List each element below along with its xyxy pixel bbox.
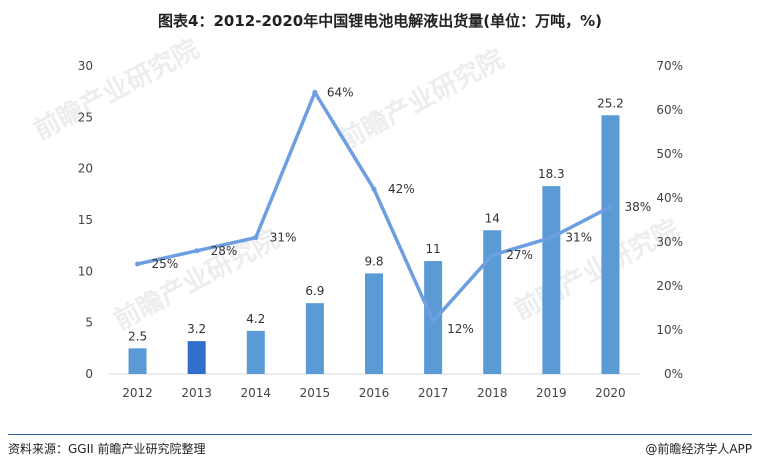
y-right-tick-label: 0% xyxy=(664,367,683,381)
brand-credit: @前瞻经济学人APP xyxy=(645,442,752,456)
labels: 2.5 3.2 4.2 6.9 9.8 11 14 18.3 25.2 25% 28% 31% 64% 4… xyxy=(128,85,651,343)
watermark-text: 前瞻产业研究院 xyxy=(509,213,684,326)
x-tick-label: 2012 xyxy=(122,386,153,400)
x-tick-label: 2016 xyxy=(359,386,390,400)
x-tick-label: 2013 xyxy=(181,386,212,400)
y-left-tick-label: 5 xyxy=(85,316,93,330)
y-right-tick-label: 10% xyxy=(656,323,683,337)
bar-value-label: 4.2 xyxy=(246,312,265,326)
x-tick-label: 2019 xyxy=(536,386,567,400)
y-right-tick-label: 70% xyxy=(656,59,683,73)
watermark-text: 前瞻产业研究院 xyxy=(29,33,204,146)
bar-value-label: 18.3 xyxy=(538,167,565,181)
x-tick-label: 2018 xyxy=(477,386,508,400)
footer: 资料来源：GGII 前瞻产业研究院整理 @前瞻经济学人APP xyxy=(8,434,752,458)
rate-point xyxy=(371,186,377,192)
rate-point xyxy=(194,248,200,254)
y-right-tick-label: 50% xyxy=(656,147,683,161)
y-left-tick-label: 25 xyxy=(78,110,93,124)
y-left-tick-label: 15 xyxy=(78,213,93,227)
bars xyxy=(128,115,620,374)
rate-point xyxy=(607,204,613,210)
rate-value-label: 31% xyxy=(565,231,592,245)
rate-line xyxy=(135,89,613,324)
bar-value-label: 14 xyxy=(485,211,500,225)
bar xyxy=(246,330,265,374)
bar-value-label: 6.9 xyxy=(305,284,324,298)
x-tick-label: 2017 xyxy=(418,386,449,400)
bar xyxy=(365,273,383,374)
bar xyxy=(187,341,206,374)
rate-point xyxy=(253,235,259,241)
y-left-tick-label: 10 xyxy=(78,264,93,278)
rate-point xyxy=(489,252,495,258)
x-tick-label: 2020 xyxy=(595,386,626,400)
rate-value-label: 31% xyxy=(270,231,297,245)
y-left-tick-label: 20 xyxy=(78,162,93,176)
bar xyxy=(483,230,502,374)
bar-value-label: 25.2 xyxy=(597,96,624,110)
rate-value-label: 42% xyxy=(388,182,415,196)
y-right-tick-label: 40% xyxy=(656,191,683,205)
rate-point xyxy=(548,235,554,241)
bar xyxy=(601,115,620,374)
rate-point xyxy=(135,261,141,267)
y-right-tick-label: 60% xyxy=(656,103,683,117)
bar-value-label: 11 xyxy=(425,242,440,256)
bar-value-label: 3.2 xyxy=(187,322,206,336)
rate-value-label: 27% xyxy=(506,248,533,262)
bar-value-label: 2.5 xyxy=(128,329,147,343)
rate-value-label: 25% xyxy=(152,257,179,271)
bar xyxy=(305,303,324,374)
bar xyxy=(542,186,561,374)
x-tick-label: 2015 xyxy=(300,386,331,400)
y-right-tick-label: 30% xyxy=(656,235,683,249)
rate-point xyxy=(430,318,436,324)
bar-value-label: 9.8 xyxy=(364,254,383,268)
rate-point xyxy=(312,89,318,95)
y-right-tick-label: 20% xyxy=(656,279,683,293)
rate-value-label: 64% xyxy=(327,85,354,99)
y-left-tick-label: 0 xyxy=(85,367,93,381)
source-note: 资料来源：GGII 前瞻产业研究院整理 xyxy=(8,442,206,456)
rate-value-label: 38% xyxy=(624,200,651,214)
rate-value-label: 28% xyxy=(211,244,238,258)
y-left-tick-label: 30 xyxy=(78,59,93,73)
rate-value-label: 12% xyxy=(447,322,474,336)
bar xyxy=(128,348,147,374)
chart-title: 图表4：2012-2020年中国锂电池电解液出货量(单位：万吨，%) xyxy=(158,12,602,30)
watermark-text: 前瞻产业研究院 xyxy=(334,43,509,156)
x-tick-label: 2014 xyxy=(241,386,272,400)
